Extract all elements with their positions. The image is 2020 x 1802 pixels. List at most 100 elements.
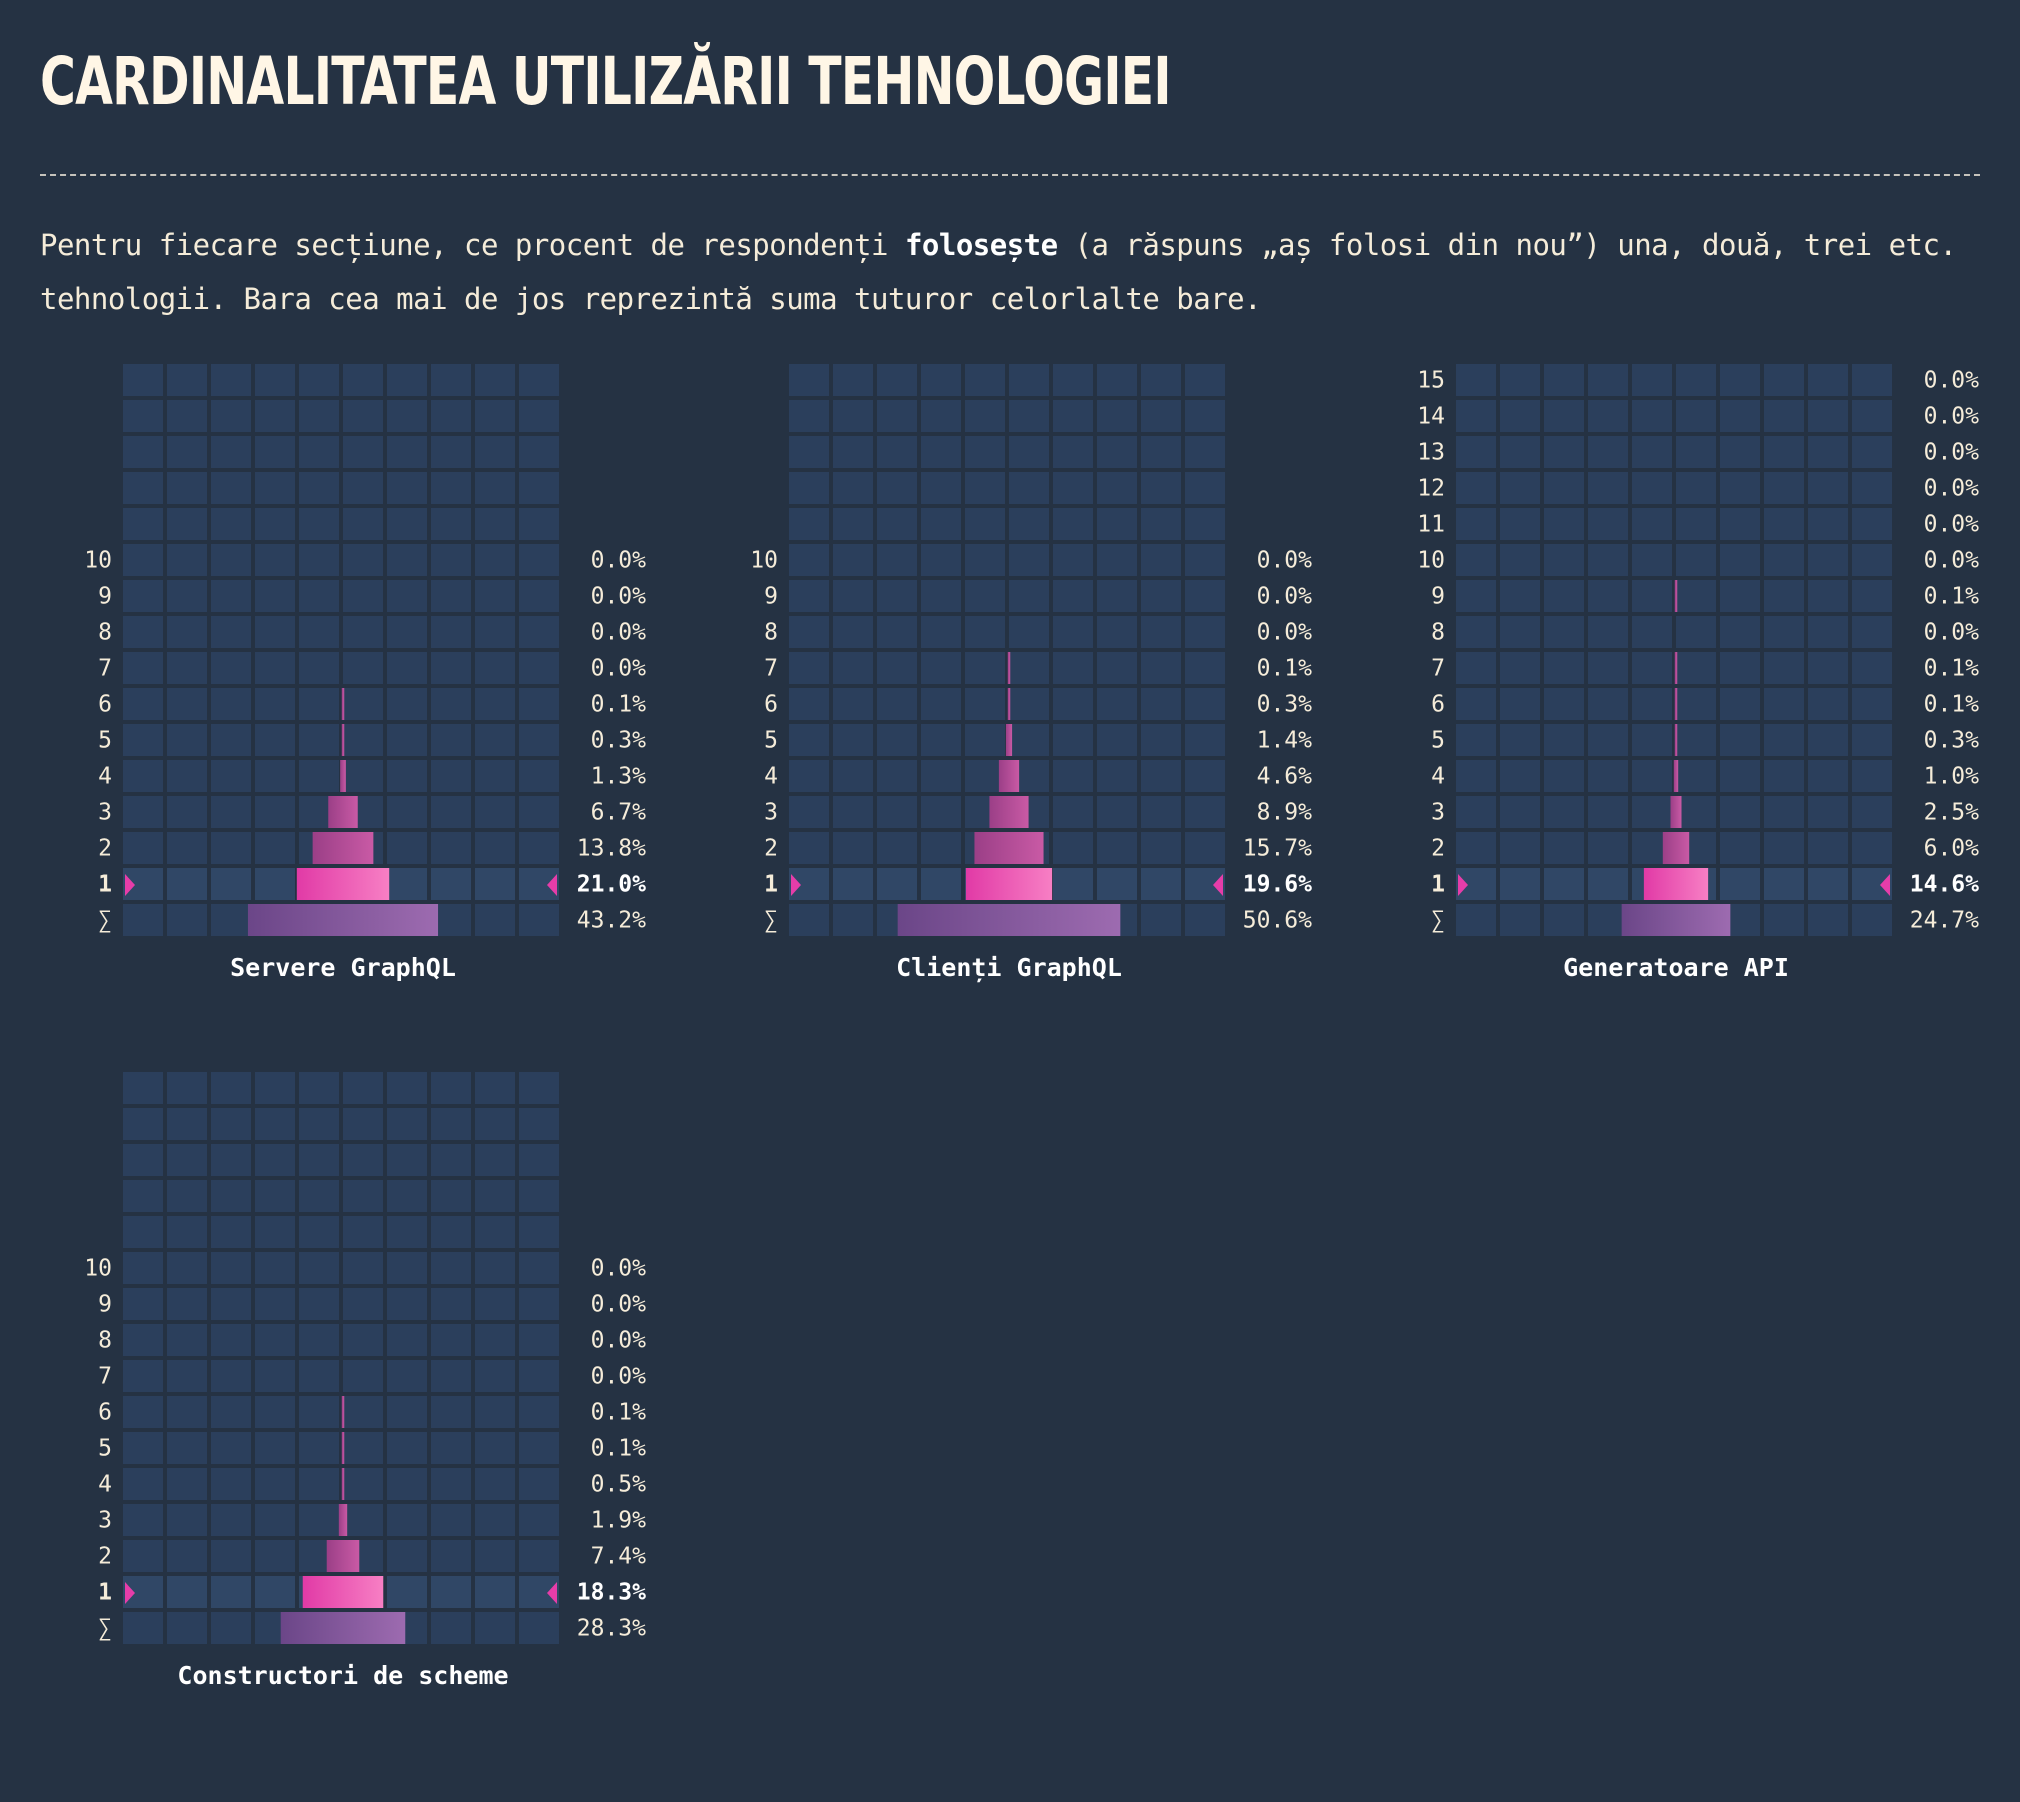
chart-row-9: 9 0.0% bbox=[98, 1288, 646, 1320]
grid-cell bbox=[519, 364, 559, 396]
grid-cell bbox=[299, 544, 339, 576]
grid-cell bbox=[123, 1324, 163, 1356]
grid-cell bbox=[921, 796, 961, 828]
chart-row-4: 4 0.5% bbox=[98, 1468, 646, 1500]
grid-cell bbox=[877, 868, 917, 900]
chart-row-13: 13 0.0% bbox=[1417, 436, 1979, 468]
bar-2 bbox=[326, 1540, 360, 1572]
grid-cell bbox=[387, 1360, 427, 1392]
grid-cell bbox=[1544, 436, 1584, 468]
grid-cell bbox=[299, 1144, 339, 1176]
bar-3 bbox=[338, 1504, 348, 1536]
grid-cell bbox=[1808, 652, 1848, 684]
grid-cell bbox=[921, 832, 961, 864]
grid-cell bbox=[387, 544, 427, 576]
grid-cell bbox=[877, 544, 917, 576]
grid-cell bbox=[299, 1108, 339, 1140]
chart-row-empty bbox=[123, 1108, 559, 1140]
grid-cell bbox=[1053, 544, 1093, 576]
grid-cell bbox=[167, 1540, 207, 1572]
grid-cell bbox=[167, 1360, 207, 1392]
chart-row-1: 1 18.3% bbox=[98, 1576, 646, 1608]
grid-cell bbox=[475, 400, 515, 432]
bar-2 bbox=[312, 832, 374, 864]
grid-cell bbox=[1456, 904, 1496, 936]
grid-cell bbox=[1185, 364, 1225, 396]
grid-cell bbox=[1764, 544, 1804, 576]
value-label: 0.0% bbox=[1924, 368, 1980, 394]
chart-row-2: 2 15.7% bbox=[764, 832, 1312, 864]
grid-cell bbox=[921, 688, 961, 720]
grid-cell bbox=[343, 1504, 383, 1536]
bar-7 bbox=[1674, 652, 1678, 684]
grid-cell bbox=[123, 652, 163, 684]
grid-cell bbox=[123, 508, 163, 540]
sum-bar bbox=[897, 904, 1121, 936]
grid-cell bbox=[431, 760, 471, 792]
grid-cell bbox=[123, 1108, 163, 1140]
grid-cell bbox=[877, 508, 917, 540]
grid-cell bbox=[1097, 364, 1137, 396]
grid-cell bbox=[519, 1396, 559, 1428]
grid-cell bbox=[833, 472, 873, 504]
value-label: 1.3% bbox=[591, 764, 647, 790]
grid-cell bbox=[1588, 400, 1628, 432]
value-label: 0.3% bbox=[1257, 692, 1313, 718]
grid-cell bbox=[1544, 760, 1584, 792]
grid-cell bbox=[167, 1324, 207, 1356]
grid-cell bbox=[123, 724, 163, 756]
grid-cell bbox=[387, 436, 427, 468]
grid-cell bbox=[921, 652, 961, 684]
grid-cell bbox=[343, 1360, 383, 1392]
chart-row-10: 10 0.0% bbox=[1417, 544, 1979, 576]
grid-cell bbox=[167, 1252, 207, 1284]
grid-cell bbox=[431, 868, 471, 900]
grid-cell bbox=[1632, 364, 1672, 396]
row-label: 5 bbox=[98, 728, 112, 754]
grid-cell bbox=[475, 1108, 515, 1140]
grid-cell bbox=[1456, 796, 1496, 828]
chart-row-9: 9 0.1% bbox=[1431, 580, 1979, 612]
chart-row-4: 4 4.6% bbox=[764, 760, 1312, 792]
grid-cell bbox=[211, 688, 251, 720]
row-label: 10 bbox=[84, 1256, 112, 1282]
grid-cell bbox=[299, 1072, 339, 1104]
chart-title: Servere GraphQL bbox=[230, 953, 456, 982]
chart-row-14: 14 0.0% bbox=[1417, 400, 1979, 432]
grid-cell bbox=[1500, 904, 1540, 936]
grid-cell bbox=[123, 436, 163, 468]
chart-row-10: 10 0.0% bbox=[84, 544, 646, 576]
grid-cell bbox=[1053, 796, 1093, 828]
grid-cell bbox=[1053, 364, 1093, 396]
grid-cell bbox=[123, 1612, 163, 1644]
grid-cell bbox=[1456, 580, 1496, 612]
grid-cell bbox=[255, 796, 295, 828]
grid-cell bbox=[1720, 400, 1760, 432]
grid-cell bbox=[387, 1504, 427, 1536]
bar-6 bbox=[341, 688, 345, 720]
grid-cell bbox=[475, 1360, 515, 1392]
chart-row-8: 8 0.0% bbox=[1431, 616, 1979, 648]
grid-cell bbox=[343, 1432, 383, 1464]
grid-cell bbox=[211, 724, 251, 756]
grid-cell bbox=[211, 1612, 251, 1644]
grid-cell bbox=[431, 508, 471, 540]
grid-cell bbox=[1141, 544, 1181, 576]
grid-cell bbox=[343, 724, 383, 756]
grid-cell bbox=[519, 688, 559, 720]
grid-cell bbox=[211, 1504, 251, 1536]
grid-cell bbox=[1097, 868, 1137, 900]
grid-cell bbox=[475, 544, 515, 576]
row-label: 8 bbox=[764, 620, 778, 646]
grid-cell bbox=[475, 796, 515, 828]
grid-cell bbox=[123, 1252, 163, 1284]
grid-cell bbox=[387, 1180, 427, 1212]
value-label: 0.3% bbox=[591, 728, 647, 754]
grid-cell bbox=[211, 868, 251, 900]
value-label: 0.0% bbox=[1924, 548, 1980, 574]
chart-row-empty bbox=[789, 364, 1225, 396]
grid-cell bbox=[475, 508, 515, 540]
grid-cell bbox=[1588, 868, 1628, 900]
grid-cell bbox=[255, 1540, 295, 1572]
row-label: 3 bbox=[98, 1508, 112, 1534]
